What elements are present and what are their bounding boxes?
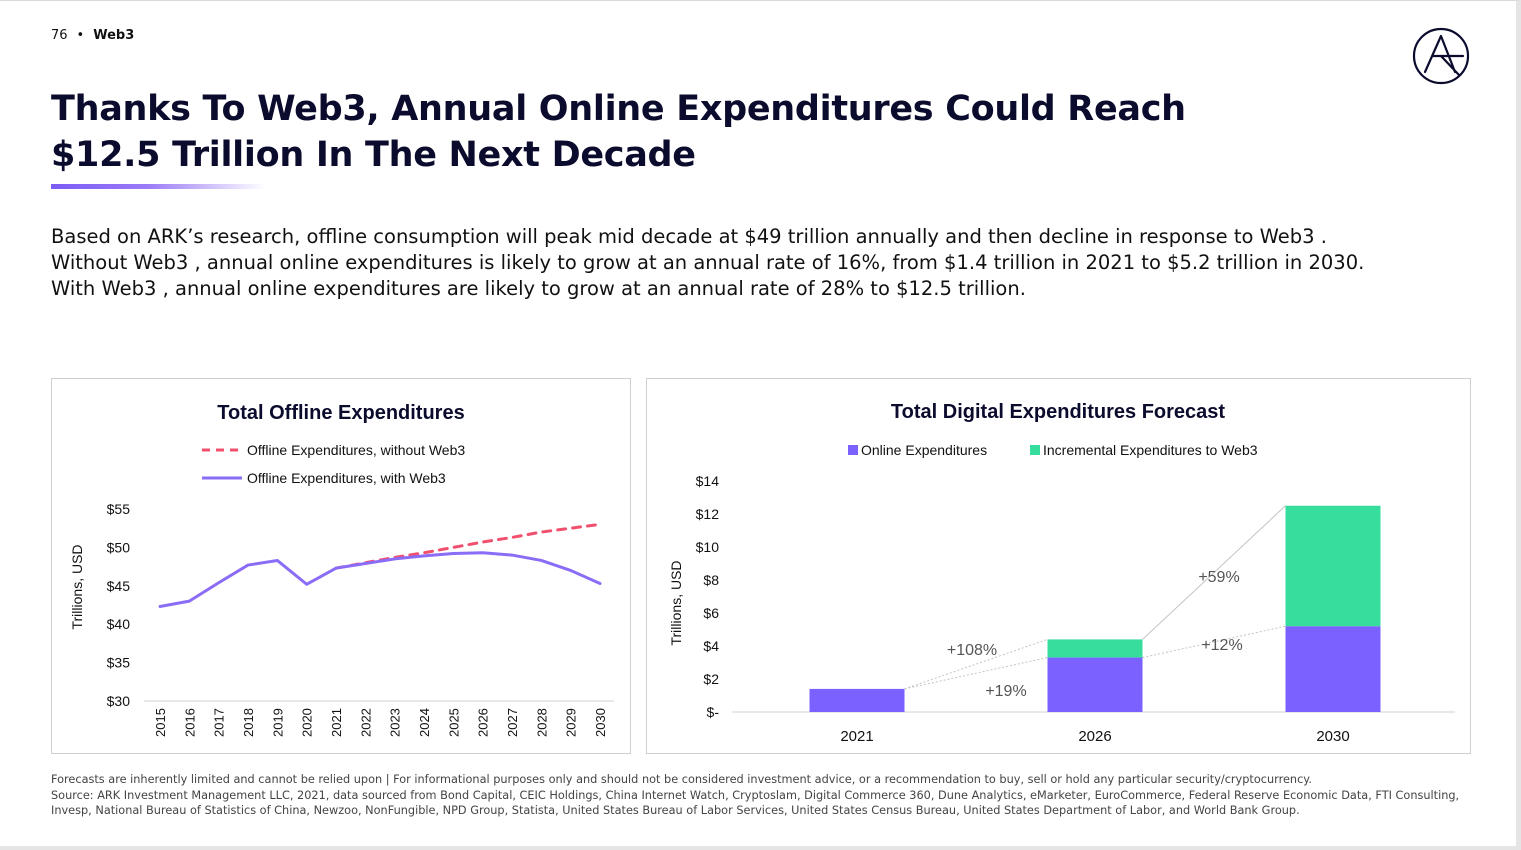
y-tick-label: $55 xyxy=(107,501,131,517)
legend-swatch-online xyxy=(848,445,858,455)
series-line-with-web3 xyxy=(158,551,602,609)
legend-label-with-web3: Offline Expenditures, with Web3 xyxy=(247,470,446,486)
guide-online-2021-2026 xyxy=(904,657,1048,690)
source-line-2: Invesp, National Bureau of Statistics of… xyxy=(51,804,1300,817)
y-tick-label: $45 xyxy=(107,578,131,594)
x-tick-label: 2029 xyxy=(564,708,579,737)
x-axis-ticks: 2015 2016 2017 2018 2019 2020 2021 2022 2023 2024… xyxy=(153,708,608,737)
x-tick-label: 2030 xyxy=(593,708,608,737)
chart-title: Total Offline Expenditures xyxy=(217,402,464,424)
x-tick-label: 2018 xyxy=(241,708,256,737)
bar-web3-2030 xyxy=(1285,505,1381,627)
intro-paragraph: Based on ARK’s research, offline consump… xyxy=(51,224,1451,302)
x-tick-label: 2022 xyxy=(358,708,373,737)
y-tick-label: $10 xyxy=(696,539,720,555)
ark-logo-icon xyxy=(1412,27,1470,85)
y-tick-label: $2 xyxy=(703,671,719,687)
footnotes: Forecasts are inherently limited and can… xyxy=(51,772,1471,819)
title-line-1: Thanks To Web3, Annual Online Expenditur… xyxy=(51,89,1186,129)
header-separator: • xyxy=(76,28,85,43)
intro-line-3: With Web3 , annual online expenditures a… xyxy=(51,277,1026,300)
y-axis-ticks: $55 $50 $45 $40 $35 $30 xyxy=(107,501,131,709)
intro-line-2: Without Web3 , annual online expenditure… xyxy=(51,251,1365,274)
bar-group xyxy=(809,505,1381,712)
growth-label: +12% xyxy=(1201,637,1242,654)
legend-label-without-web3: Offline Expenditures, without Web3 xyxy=(247,442,465,458)
y-tick-label: $6 xyxy=(703,605,719,621)
series-group xyxy=(158,522,602,609)
chart-title: Total Digital Expenditures Forecast xyxy=(891,401,1225,423)
x-tick-label: 2021 xyxy=(840,728,873,745)
section-label: Web3 xyxy=(93,28,135,43)
x-tick-label: 2030 xyxy=(1316,728,1349,745)
legend-label-online: Online Expenditures xyxy=(861,442,987,458)
bar-online-2026 xyxy=(1047,657,1143,712)
digital-expenditures-panel: Total Digital Expenditures Forecast Onli… xyxy=(646,378,1471,754)
page-number: 76 xyxy=(51,28,68,43)
x-tick-label: 2016 xyxy=(182,708,197,737)
growth-annotations: +108% +19% +59% +12% xyxy=(947,569,1243,700)
bar-online-2030 xyxy=(1285,626,1381,712)
x-tick-label: 2028 xyxy=(534,708,549,737)
y-tick-label: $4 xyxy=(703,638,719,654)
x-tick-label: 2017 xyxy=(212,708,227,737)
title-underline xyxy=(51,184,266,189)
y-axis-ticks: $14 $12 $10 $8 $6 $4 $2 $- xyxy=(696,473,720,720)
offline-expenditures-chart: Total Offline Expenditures Offline Expen… xyxy=(69,402,614,737)
x-tick-label: 2026 xyxy=(1078,728,1111,745)
y-axis-label: Trillions, USD xyxy=(69,544,85,629)
legend-swatch-web3 xyxy=(1030,445,1040,455)
x-tick-label: 2020 xyxy=(300,708,315,737)
page-header: 76 • Web3 xyxy=(51,28,134,43)
y-tick-label: $- xyxy=(707,704,720,720)
growth-label: +19% xyxy=(985,683,1026,700)
guide-total-2021-2026 xyxy=(904,638,1048,690)
source-line-1: Source: ARK Investment Management LLC, 2… xyxy=(51,788,1460,802)
growth-label: +59% xyxy=(1198,569,1239,586)
bar-web3-2026 xyxy=(1047,639,1143,658)
x-tick-label: 2027 xyxy=(505,708,520,737)
digital-expenditures-chart: Total Digital Expenditures Forecast Onli… xyxy=(668,401,1455,745)
y-tick-label: $35 xyxy=(107,655,131,671)
growth-label: +108% xyxy=(947,642,997,659)
growth-guide-lines xyxy=(904,505,1286,690)
y-tick-label: $50 xyxy=(107,539,131,555)
y-tick-label: $12 xyxy=(696,506,720,522)
y-tick-label: $8 xyxy=(703,572,719,588)
bar-online-2021 xyxy=(809,688,905,712)
legend-label-web3: Incremental Expenditures to Web3 xyxy=(1043,442,1258,458)
guide-online-2026-2030 xyxy=(1142,625,1286,659)
x-tick-label: 2019 xyxy=(270,708,285,737)
offline-expenditures-panel: Total Offline Expenditures Offline Expen… xyxy=(51,378,631,754)
legend: Online Expenditures Incremental Expendit… xyxy=(848,442,1258,458)
x-tick-label: 2021 xyxy=(329,708,344,737)
guide-total-2026-2030 xyxy=(1142,505,1286,640)
x-tick-label: 2025 xyxy=(446,708,461,737)
title-line-2: $12.5 Trillion In The Next Decade xyxy=(51,135,696,175)
x-tick-label: 2015 xyxy=(153,708,168,737)
y-tick-label: $30 xyxy=(107,693,131,709)
legend: Offline Expenditures, without Web3 Offli… xyxy=(202,442,465,486)
x-tick-label: 2023 xyxy=(388,708,403,737)
y-tick-label: $40 xyxy=(107,616,131,632)
page-title: Thanks To Web3, Annual Online Expenditur… xyxy=(51,86,1201,178)
x-tick-label: 2026 xyxy=(476,708,491,737)
x-tick-label: 2024 xyxy=(417,708,432,737)
y-tick-label: $14 xyxy=(696,473,720,489)
y-axis-label: Trillions, USD xyxy=(668,560,684,645)
intro-line-1: Based on ARK’s research, offline consump… xyxy=(51,225,1327,248)
x-axis-ticks: 2021 2026 2030 xyxy=(840,728,1349,745)
disclaimer-line: Forecasts are inherently limited and can… xyxy=(51,773,1312,786)
